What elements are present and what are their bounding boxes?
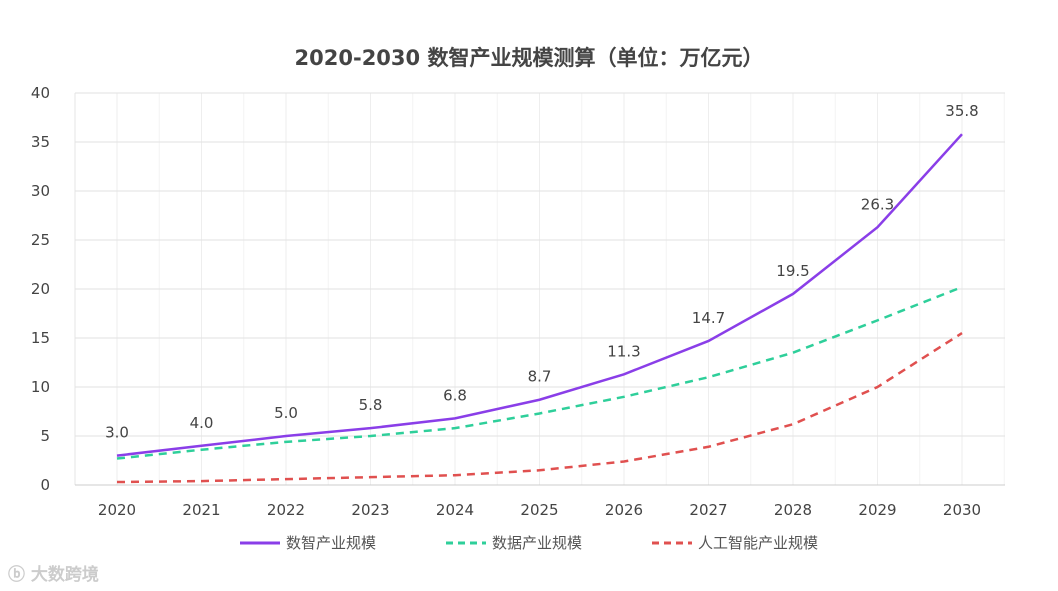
legend-label: 人工智能产业规模 — [698, 534, 819, 552]
x-tick-label: 2030 — [943, 501, 981, 519]
x-tick-label: 2020 — [98, 501, 136, 519]
legend-swatch — [652, 541, 692, 544]
y-tick-label: 40 — [31, 84, 50, 102]
legend-item[interactable]: 数智产业规模 — [239, 532, 376, 553]
data-label: 14.7 — [692, 309, 725, 327]
data-label: 5.0 — [274, 404, 298, 422]
legend-label: 数据产业规模 — [491, 534, 582, 552]
legend-swatch — [239, 541, 280, 544]
y-tick-label: 5 — [40, 427, 50, 445]
data-label: 5.8 — [359, 396, 383, 414]
x-tick-label: 2022 — [267, 501, 305, 519]
chart-title: 2020-2030 数智产业规模测算（单位：万亿元） — [294, 46, 764, 70]
data-label: 26.3 — [861, 195, 894, 213]
x-tick-label: 2027 — [689, 501, 727, 519]
x-tick-label: 2024 — [436, 501, 474, 519]
y-tick-label: 0 — [40, 476, 50, 494]
y-tick-label: 20 — [31, 280, 50, 298]
x-tick-label: 2029 — [858, 501, 896, 519]
x-tick-label: 2028 — [774, 501, 812, 519]
legend-item[interactable]: 人工智能产业规模 — [652, 532, 818, 553]
y-tick-label: 25 — [31, 231, 50, 249]
data-label: 11.3 — [607, 342, 640, 360]
legend-label: 数智产业规模 — [285, 534, 376, 552]
x-tick-label: 2023 — [351, 501, 389, 519]
x-tick-label: 2026 — [605, 501, 643, 519]
data-label: 6.8 — [443, 386, 467, 404]
y-tick-label: 35 — [31, 133, 50, 151]
data-label: 35.8 — [945, 102, 978, 120]
y-tick-label: 30 — [31, 182, 50, 200]
legend-item[interactable]: 数据产业规模 — [445, 532, 582, 553]
y-tick-label: 10 — [31, 378, 50, 396]
y-tick-label: 15 — [31, 329, 50, 347]
legend-swatch — [445, 541, 486, 544]
data-label: 3.0 — [105, 424, 129, 442]
data-label: 4.0 — [190, 414, 214, 432]
data-label: 19.5 — [776, 262, 809, 280]
legend: 数智产业规模 数据产业规模 人工智能产业规模 — [0, 532, 1058, 553]
x-tick-label: 2025 — [520, 501, 558, 519]
watermark-logo: ⓑ 大数跨境 — [8, 565, 99, 585]
data-label: 8.7 — [528, 368, 552, 386]
x-tick-label: 2021 — [182, 501, 220, 519]
